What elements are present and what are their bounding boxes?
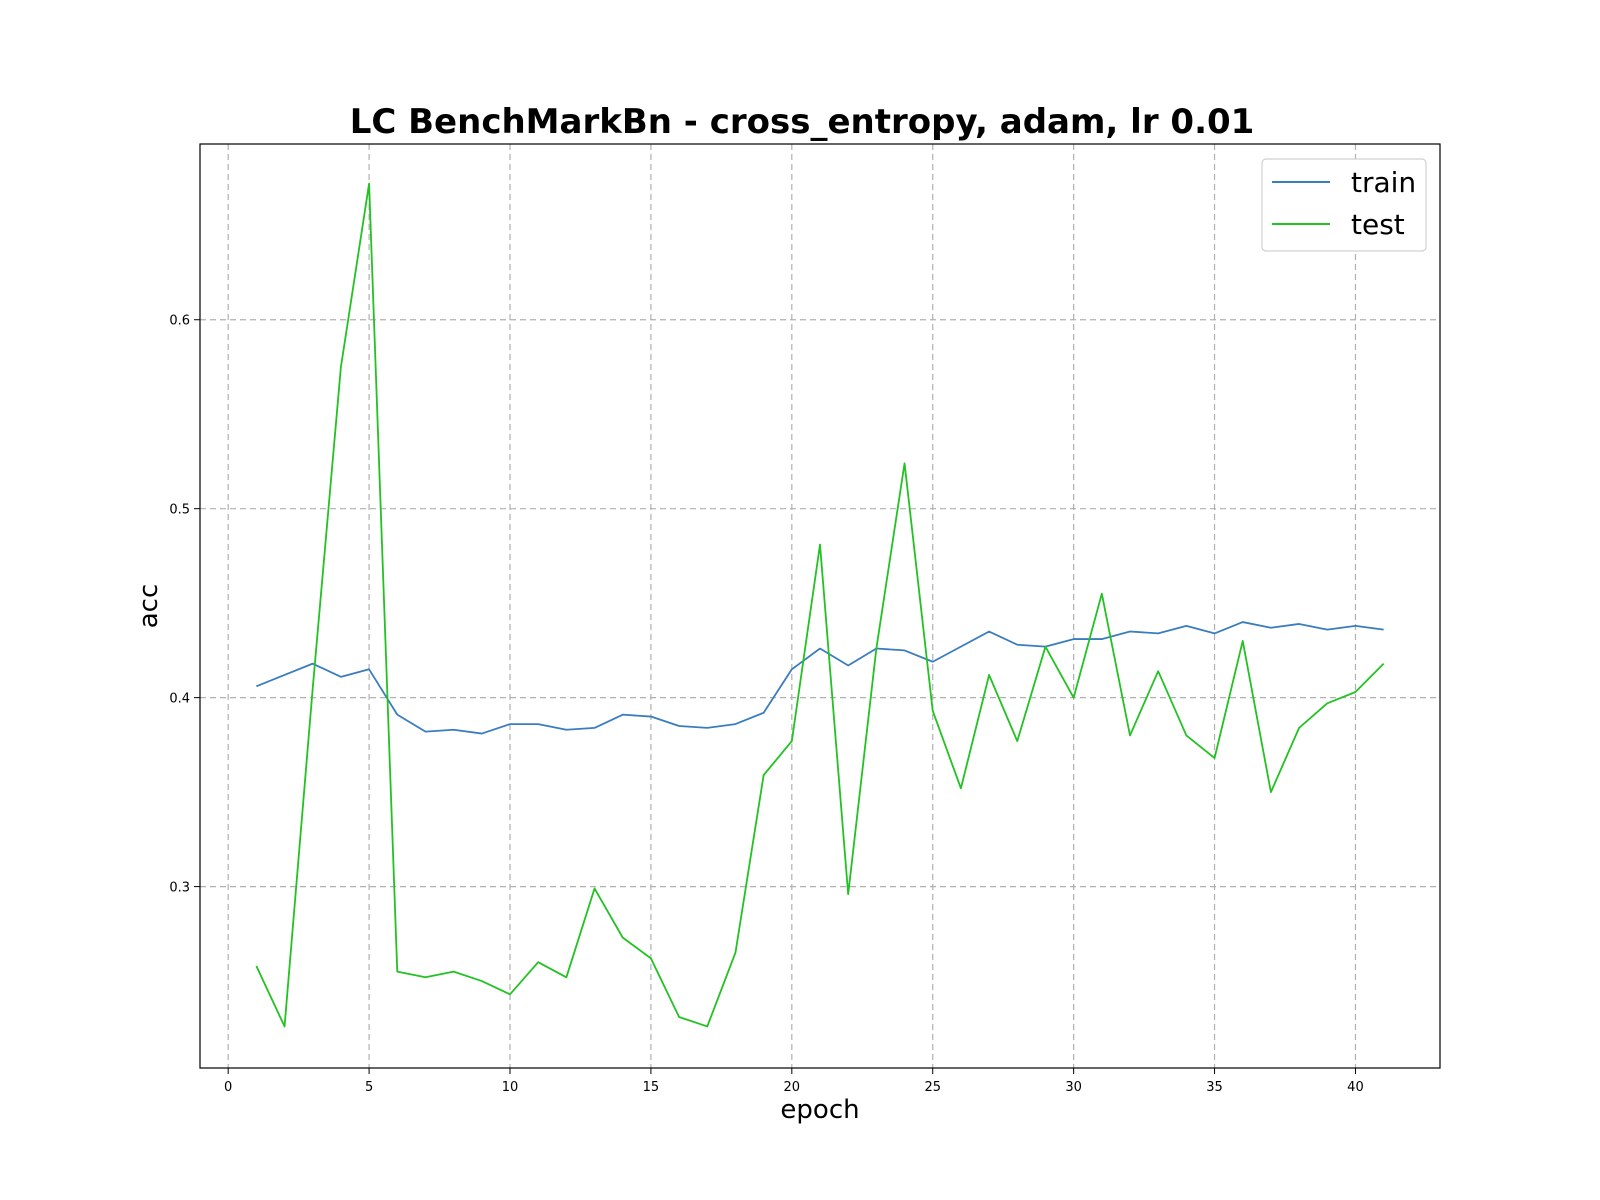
y-tick-label: 0.4 — [169, 692, 190, 707]
y-axis-label: acc — [134, 584, 164, 629]
x-tick-label: 35 — [1206, 1080, 1223, 1095]
legend: train test — [1261, 158, 1427, 252]
plot-area-frame — [199, 143, 1441, 1069]
x-tick-label: 0 — [224, 1080, 232, 1095]
x-tick-label: 5 — [365, 1080, 373, 1095]
series-layer — [255, 182, 1385, 1028]
x-tick-label: 30 — [1065, 1080, 1082, 1095]
x-tick-label: 25 — [924, 1080, 941, 1095]
y-tick-label: 0.5 — [169, 503, 190, 518]
x-tick-label: 10 — [502, 1080, 519, 1095]
legend-label-test: test — [1351, 208, 1405, 241]
x-axis-label: epoch — [780, 1095, 859, 1125]
grid-lines — [200, 144, 1440, 1068]
y-tick-label: 0.6 — [169, 314, 190, 329]
chart-title: LC BenchMarkBn - cross_entropy, adam, lr… — [350, 102, 1255, 142]
x-tick-label: 20 — [784, 1080, 801, 1095]
legend-label-train: train — [1351, 166, 1416, 199]
y-tick-label: 0.3 — [169, 881, 190, 896]
series-line-train — [256, 621, 1384, 735]
x-tick-label: 40 — [1347, 1080, 1364, 1095]
x-tick-label: 15 — [643, 1080, 660, 1095]
series-line-test — [255, 182, 1385, 1028]
axis-ticks: 0 5 10 15 20 25 30 35 40 0.3 0.4 0.5 0.6 — [169, 314, 1363, 1095]
